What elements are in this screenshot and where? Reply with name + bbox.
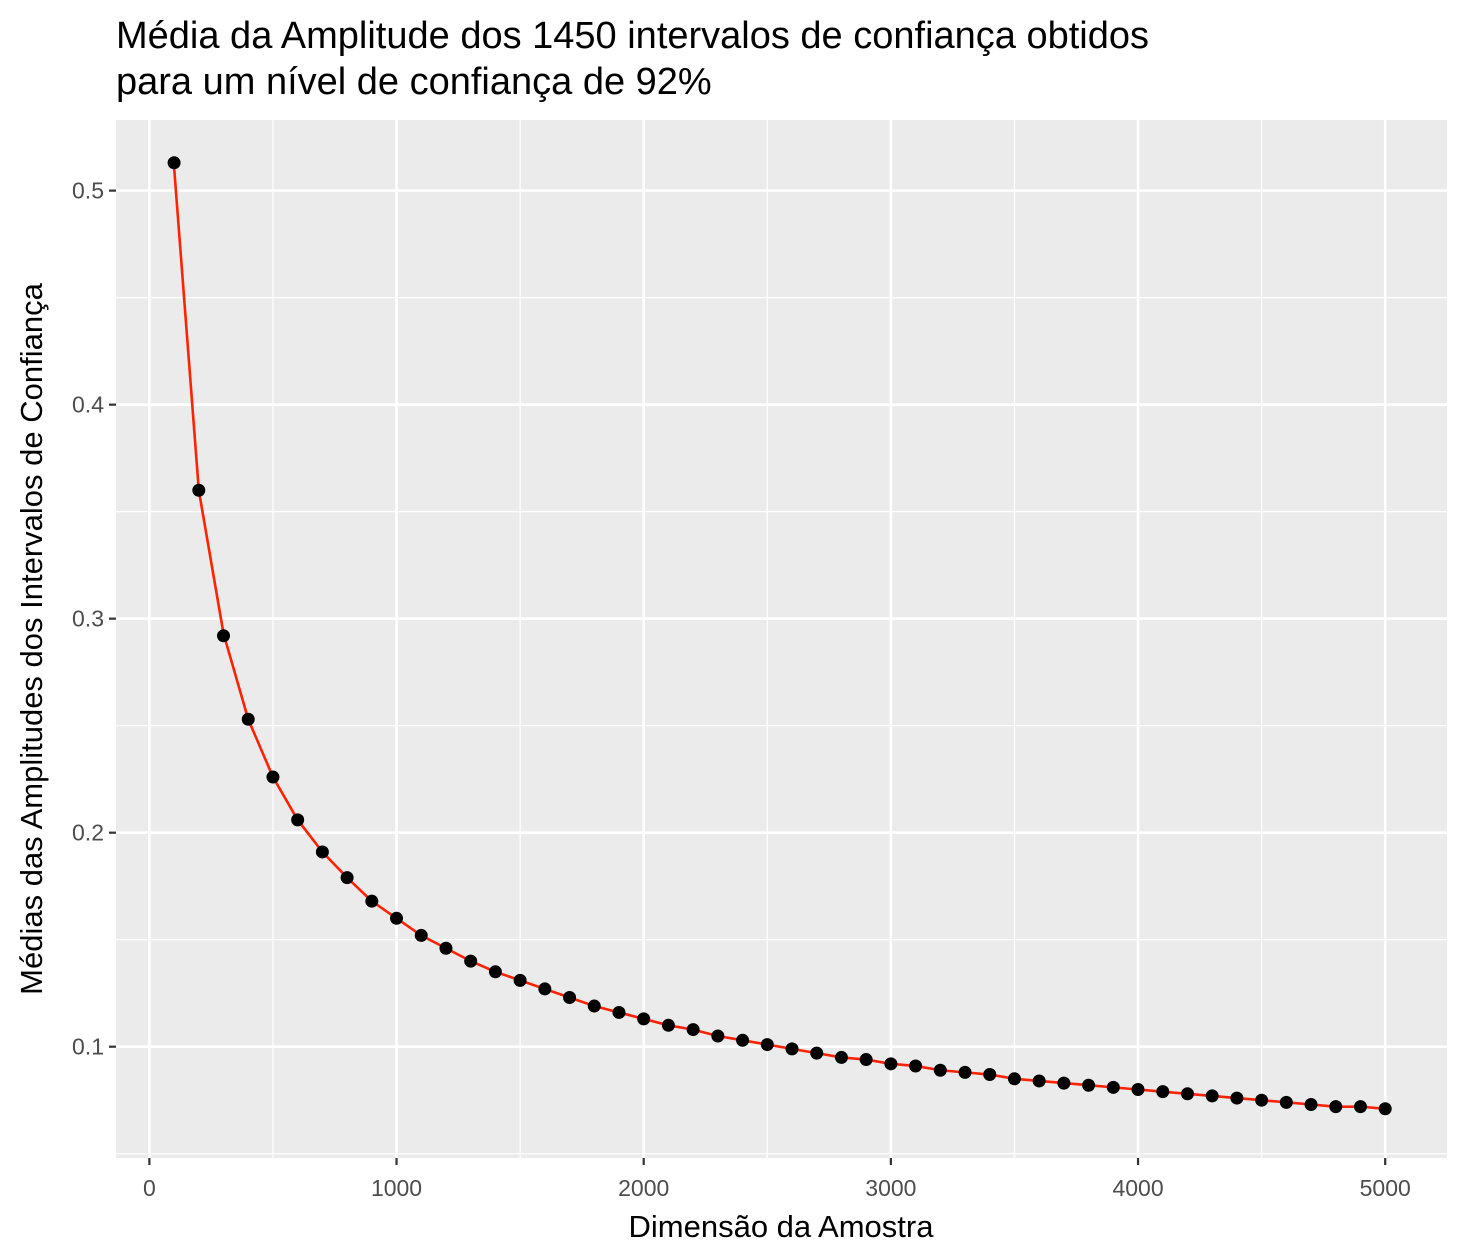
data-point [1156, 1085, 1170, 1099]
data-point [958, 1065, 972, 1079]
y-axis: 0.1 0.2 0.3 0.4 0.5 [72, 178, 116, 1060]
data-point [1279, 1095, 1293, 1109]
plot-panel [116, 120, 1447, 1158]
data-point [810, 1046, 824, 1060]
data-point [1057, 1076, 1071, 1090]
data-point [1255, 1093, 1269, 1107]
y-axis-title: Médias das Amplitudes dos Intervalos de … [14, 282, 49, 994]
chart-title-line-1: Média da Amplitude dos 1450 intervalos d… [116, 15, 1149, 57]
x-tick-label: 2000 [618, 1175, 669, 1201]
data-point [1230, 1091, 1244, 1105]
data-point [933, 1063, 947, 1077]
data-point [637, 1012, 651, 1026]
data-point [760, 1038, 774, 1052]
data-point [884, 1057, 898, 1071]
data-point [612, 1005, 626, 1019]
data-point [439, 941, 453, 955]
data-point [464, 954, 478, 968]
data-point [315, 845, 329, 859]
data-point [1131, 1083, 1145, 1097]
data-point [192, 483, 206, 497]
data-point [488, 965, 502, 979]
data-point [1180, 1087, 1194, 1101]
data-point [1007, 1072, 1021, 1086]
data-point [1205, 1089, 1219, 1103]
grid-minor-x [272, 120, 1263, 1158]
data-point [538, 982, 552, 996]
data-point [1082, 1078, 1096, 1092]
data-point [785, 1042, 799, 1056]
y-tick-label: 0.4 [72, 392, 104, 418]
data-point [1304, 1097, 1318, 1111]
data-point [167, 156, 181, 170]
data-point [390, 911, 404, 925]
data-point [414, 928, 428, 942]
data-point [909, 1059, 923, 1073]
grid-minor-y [116, 297, 1447, 1155]
x-tick-label: 1000 [371, 1175, 422, 1201]
y-tick-label: 0.3 [72, 606, 104, 632]
y-tick-label: 0.2 [72, 820, 104, 846]
data-point [365, 894, 379, 908]
x-tick-label: 4000 [1112, 1175, 1163, 1201]
data-point [217, 629, 231, 643]
x-tick-label: 5000 [1360, 1175, 1411, 1201]
data-point [661, 1018, 675, 1032]
grid-major-x [148, 120, 1387, 1158]
data-point [859, 1053, 873, 1067]
data-point [587, 999, 601, 1013]
data-point [686, 1023, 700, 1037]
x-axis-title: Dimensão da Amostra [629, 1209, 935, 1244]
data-point [513, 973, 527, 987]
y-tick-label: 0.1 [72, 1034, 104, 1060]
x-axis: 0 1000 2000 3000 4000 5000 [143, 1158, 1411, 1201]
data-point [736, 1033, 750, 1047]
data-point [983, 1068, 997, 1082]
data-point [1106, 1080, 1120, 1094]
data-point [241, 712, 255, 726]
data-point [1032, 1074, 1046, 1088]
x-tick-label: 0 [143, 1175, 156, 1201]
data-point [1353, 1100, 1367, 1114]
x-tick-label: 3000 [865, 1175, 916, 1201]
y-tick-label: 0.5 [72, 178, 104, 204]
data-point [563, 990, 577, 1004]
chart-title-line-2: para um nível de confiança de 92% [116, 61, 712, 103]
data-points [167, 156, 1392, 1116]
grid-major-y [116, 189, 1447, 1049]
data-point [1329, 1100, 1343, 1114]
data-point [266, 770, 280, 784]
data-point [834, 1050, 848, 1064]
data-point [711, 1029, 725, 1043]
data-point [291, 813, 305, 827]
data-point [340, 871, 354, 885]
data-point [1378, 1102, 1392, 1116]
